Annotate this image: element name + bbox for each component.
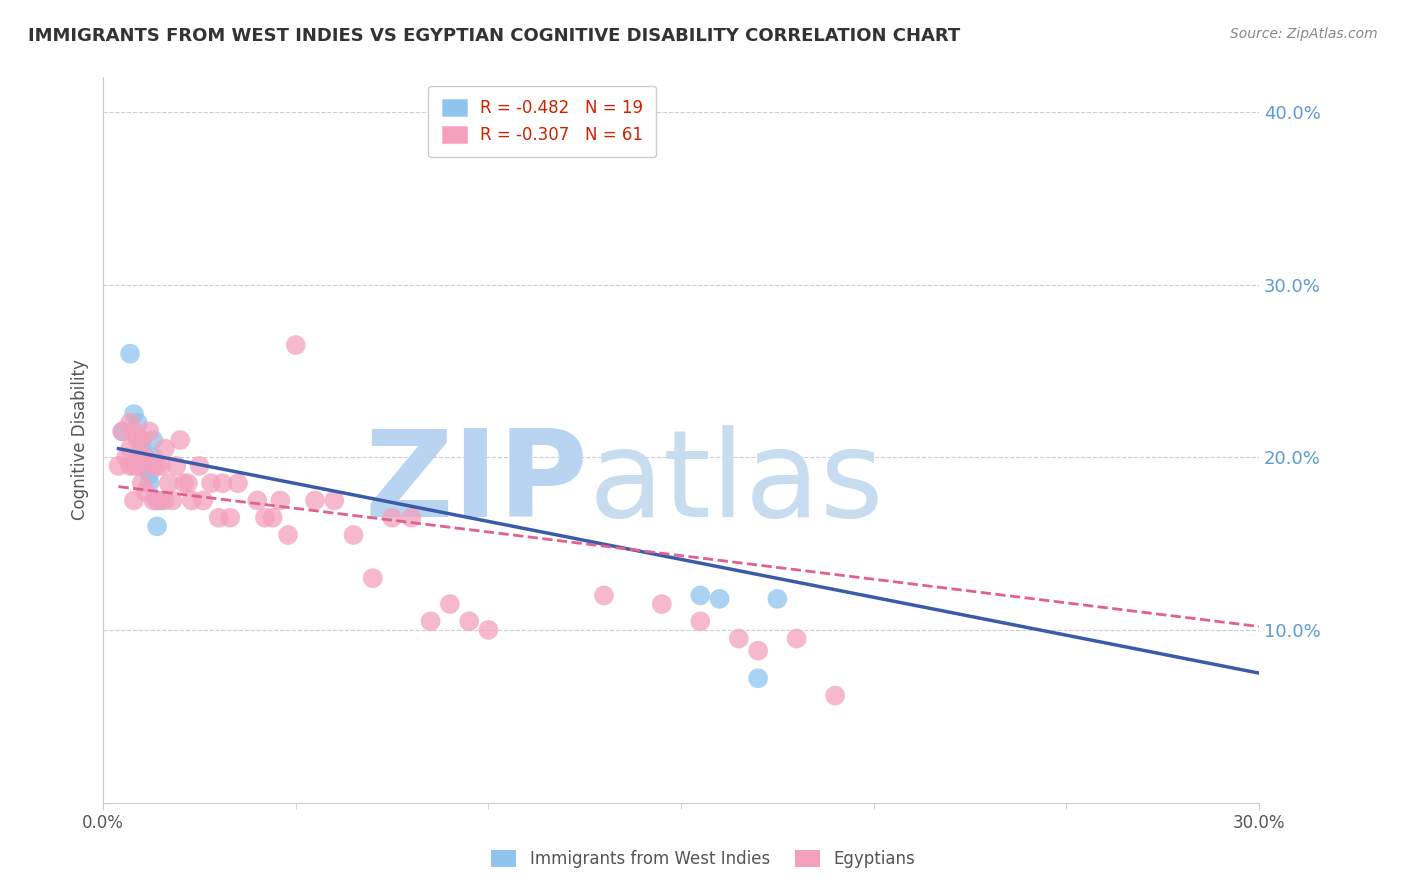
Point bbox=[226, 476, 249, 491]
Point bbox=[458, 615, 481, 629]
Point bbox=[208, 510, 231, 524]
Point bbox=[134, 450, 156, 465]
Point bbox=[219, 510, 242, 524]
Point bbox=[122, 425, 145, 439]
Point bbox=[824, 689, 846, 703]
Point bbox=[304, 493, 326, 508]
Point bbox=[766, 591, 789, 606]
Point bbox=[173, 476, 195, 491]
Point bbox=[131, 450, 153, 465]
Point bbox=[284, 338, 307, 352]
Point bbox=[120, 347, 142, 361]
Point bbox=[747, 643, 769, 657]
Point bbox=[138, 425, 160, 439]
Point bbox=[593, 588, 616, 602]
Point bbox=[131, 433, 153, 447]
Point bbox=[253, 510, 276, 524]
Point bbox=[146, 458, 169, 473]
Point bbox=[727, 632, 749, 646]
Point bbox=[115, 450, 138, 465]
Point bbox=[193, 493, 215, 508]
Point bbox=[477, 623, 499, 637]
Point bbox=[122, 407, 145, 421]
Point bbox=[269, 493, 291, 508]
Point bbox=[689, 588, 711, 602]
Point bbox=[342, 528, 364, 542]
Legend: Immigrants from West Indies, Egyptians: Immigrants from West Indies, Egyptians bbox=[485, 843, 921, 875]
Text: Source: ZipAtlas.com: Source: ZipAtlas.com bbox=[1230, 27, 1378, 41]
Point bbox=[169, 433, 191, 447]
Point bbox=[162, 493, 184, 508]
Point bbox=[142, 493, 165, 508]
Point bbox=[138, 467, 160, 482]
Point bbox=[211, 476, 233, 491]
Point bbox=[786, 632, 808, 646]
Point bbox=[401, 510, 423, 524]
Point bbox=[188, 458, 211, 473]
Point bbox=[131, 433, 153, 447]
Point bbox=[381, 510, 404, 524]
Point bbox=[142, 450, 165, 465]
Y-axis label: Cognitive Disability: Cognitive Disability bbox=[72, 359, 89, 520]
Point bbox=[323, 493, 346, 508]
Point bbox=[146, 493, 169, 508]
Text: IMMIGRANTS FROM WEST INDIES VS EGYPTIAN COGNITIVE DISABILITY CORRELATION CHART: IMMIGRANTS FROM WEST INDIES VS EGYPTIAN … bbox=[28, 27, 960, 45]
Point bbox=[120, 416, 142, 430]
Point bbox=[142, 458, 165, 473]
Point bbox=[107, 458, 129, 473]
Point bbox=[709, 591, 731, 606]
Point bbox=[361, 571, 384, 585]
Point bbox=[134, 450, 156, 465]
Text: ZIP: ZIP bbox=[364, 425, 589, 542]
Point bbox=[153, 493, 176, 508]
Point bbox=[651, 597, 673, 611]
Legend: R = -0.482   N = 19, R = -0.307   N = 61: R = -0.482 N = 19, R = -0.307 N = 61 bbox=[429, 86, 657, 157]
Point bbox=[127, 433, 149, 447]
Point bbox=[177, 476, 200, 491]
Point bbox=[134, 458, 156, 473]
Point bbox=[246, 493, 269, 508]
Point bbox=[689, 615, 711, 629]
Point bbox=[122, 458, 145, 473]
Point bbox=[419, 615, 441, 629]
Point bbox=[262, 510, 284, 524]
Point bbox=[180, 493, 202, 508]
Point bbox=[131, 442, 153, 456]
Point bbox=[439, 597, 461, 611]
Point bbox=[146, 493, 169, 508]
Point bbox=[153, 442, 176, 456]
Point bbox=[149, 458, 172, 473]
Point bbox=[200, 476, 222, 491]
Point bbox=[131, 476, 153, 491]
Point bbox=[157, 476, 180, 491]
Point bbox=[127, 458, 149, 473]
Point bbox=[120, 442, 142, 456]
Point bbox=[146, 519, 169, 533]
Point bbox=[111, 425, 134, 439]
Point bbox=[120, 458, 142, 473]
Point bbox=[134, 484, 156, 499]
Point bbox=[747, 671, 769, 685]
Point bbox=[277, 528, 299, 542]
Point bbox=[122, 493, 145, 508]
Text: atlas: atlas bbox=[589, 425, 884, 542]
Point bbox=[138, 476, 160, 491]
Point bbox=[149, 493, 172, 508]
Point bbox=[111, 425, 134, 439]
Point bbox=[127, 416, 149, 430]
Point bbox=[142, 433, 165, 447]
Point bbox=[165, 458, 187, 473]
